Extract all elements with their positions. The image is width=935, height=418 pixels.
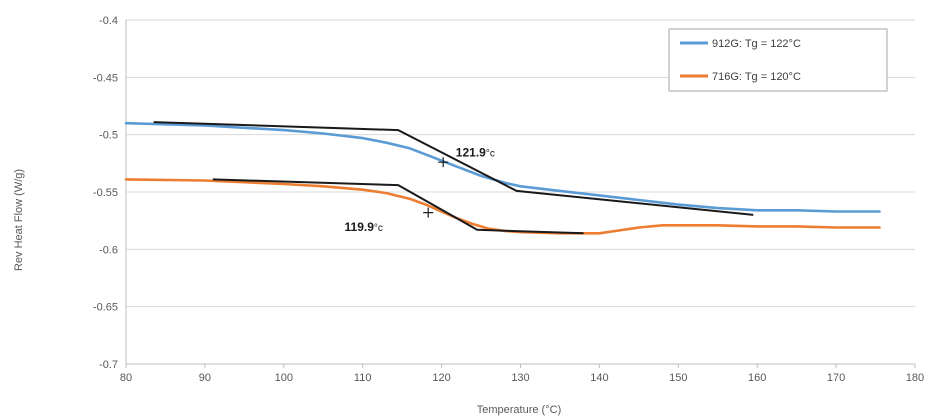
axes [125, 20, 916, 368]
legend-label-716g: 716G: Tg = 120°C [712, 71, 801, 83]
y-tick-label: -0.65 [93, 302, 118, 314]
tg-cross-marker [423, 207, 434, 218]
series-line-1 [124, 178, 881, 235]
x-tick-label: 140 [590, 372, 608, 384]
x-tick-label: 100 [275, 372, 293, 384]
y-axis-title: Rev Heat Flow (W/g) [13, 169, 25, 271]
legend-label-912g: 912G: Tg = 122°C [712, 38, 801, 50]
x-tick-label: 160 [748, 372, 766, 384]
x-tick-label: 90 [199, 372, 211, 384]
x-tick-label: 120 [432, 372, 450, 384]
y-tick-label: -0.55 [93, 187, 118, 199]
tangent-line-0 [153, 121, 754, 216]
tg-markers [423, 157, 449, 218]
tg-cross-marker [438, 157, 449, 168]
y-tick-label: -0.7 [99, 359, 118, 371]
x-tick-label: 130 [511, 372, 529, 384]
tg-annotations: 121.9°c 119.9°c [345, 145, 495, 234]
tg-annotation: 119.9°c [345, 220, 383, 234]
y-tick-label: -0.45 [93, 72, 118, 84]
x-tick-label: 170 [827, 372, 845, 384]
legend-box [668, 28, 888, 92]
x-tick-label: 80 [120, 372, 132, 384]
x-tick-label: 150 [669, 372, 687, 384]
series-line-0 [124, 121, 881, 213]
x-tick-label: 180 [906, 372, 924, 384]
series-lines [124, 121, 881, 235]
tangent-line-1 [212, 178, 584, 235]
x-axis-title: Temperature (°C) [477, 404, 561, 416]
tg-annotation: 121.9°c [456, 145, 495, 159]
tangent-lines [153, 121, 754, 235]
x-tick-label: 110 [354, 372, 372, 384]
y-tick-label: -0.4 [99, 15, 118, 27]
tick-labels: -0.4 -0.45 -0.5 -0.55 -0.6 -0.65 -0.780 90 100 11… [93, 15, 924, 384]
y-tick-label: -0.6 [99, 244, 118, 256]
legend: 912G: Tg = 122°C 716G: Tg = 120°C [668, 28, 888, 92]
y-tick-label: -0.5 [99, 130, 118, 142]
